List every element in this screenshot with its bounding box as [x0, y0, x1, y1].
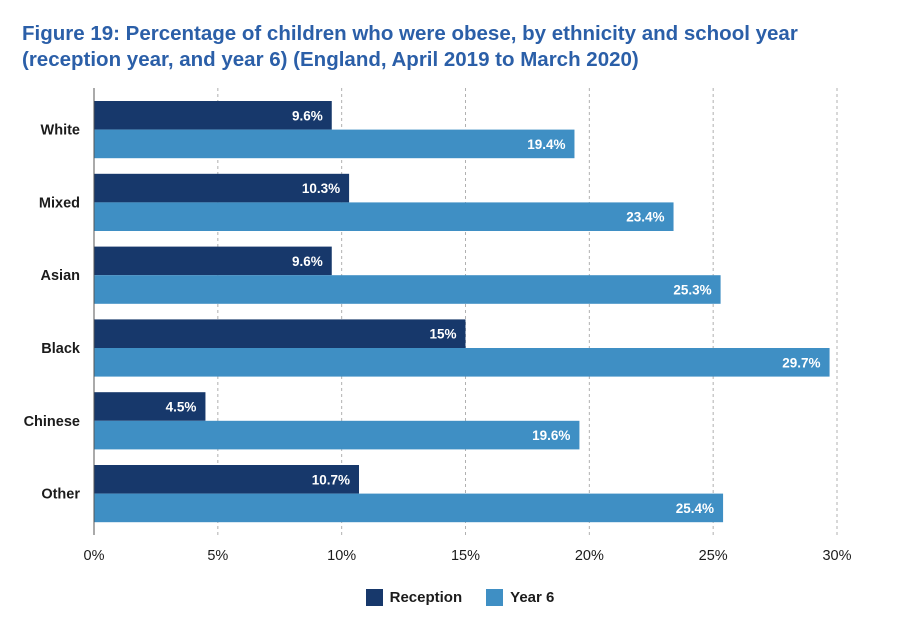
chart-title: Figure 19: Percentage of children who we…	[22, 22, 798, 71]
x-tick-label-5: 5%	[207, 548, 228, 564]
x-tick-label-30: 30%	[822, 548, 851, 564]
legend-item-reception: Reception	[365, 589, 463, 606]
data-label-chinese-year6: 19.6%	[532, 428, 570, 443]
category-label-mixed: Mixed	[39, 195, 80, 211]
bar-other-reception	[94, 465, 360, 494]
bar-chart: 9.6% 19.4% White 10.3% 23.4% Mixed 9.6% 25.3% As…	[24, 88, 852, 564]
x-tick-label-0: 0%	[84, 548, 105, 564]
x-tick-label-10: 10%	[327, 548, 356, 564]
bar-asian-reception	[94, 246, 332, 276]
bar-black-reception	[94, 319, 466, 348]
bar-asian-year6	[94, 275, 721, 304]
bar-black-year6	[94, 348, 830, 377]
legend-swatch-year6	[486, 589, 504, 606]
category-label-black: Black	[41, 341, 81, 357]
bar-chinese-year6	[94, 420, 580, 450]
bar-mixed-reception	[94, 173, 350, 203]
x-tick-label-25: 25%	[699, 548, 728, 564]
data-label-other-year6: 25.4%	[676, 501, 714, 516]
data-label-mixed-reception: 10.3%	[302, 181, 340, 196]
category-label-chinese: Chinese	[24, 414, 80, 430]
bar-white-year6	[94, 129, 575, 159]
data-label-other-reception: 10.7%	[312, 472, 350, 487]
x-tick-label-20: 20%	[575, 548, 604, 564]
category-label-other: Other	[41, 487, 80, 503]
legend: Reception Year 6	[0, 589, 920, 606]
bar-white-reception	[94, 101, 332, 130]
bar-chinese-reception	[94, 392, 206, 421]
category-label-asian: Asian	[41, 268, 81, 284]
category-label-white: White	[41, 123, 80, 139]
data-label-chinese-reception: 4.5%	[166, 400, 197, 415]
data-label-white-reception: 9.6%	[292, 108, 323, 123]
data-label-black-reception: 15%	[429, 327, 456, 342]
legend-label-year6: Year 6	[510, 589, 555, 606]
legend-label-reception: Reception	[389, 589, 463, 606]
data-label-white-year6: 19.4%	[527, 137, 565, 152]
data-label-mixed-year6: 23.4%	[626, 210, 664, 225]
legend-item-year6: Year 6	[486, 589, 554, 606]
data-label-black-year6: 29.7%	[782, 355, 820, 370]
data-label-asian-year6: 25.3%	[673, 283, 711, 298]
x-tick-label-15: 15%	[451, 548, 480, 564]
data-label-asian-reception: 9.6%	[292, 254, 323, 269]
bar-other-year6	[94, 493, 724, 523]
legend-swatch-reception	[365, 589, 383, 606]
bar-mixed-year6	[94, 202, 674, 231]
